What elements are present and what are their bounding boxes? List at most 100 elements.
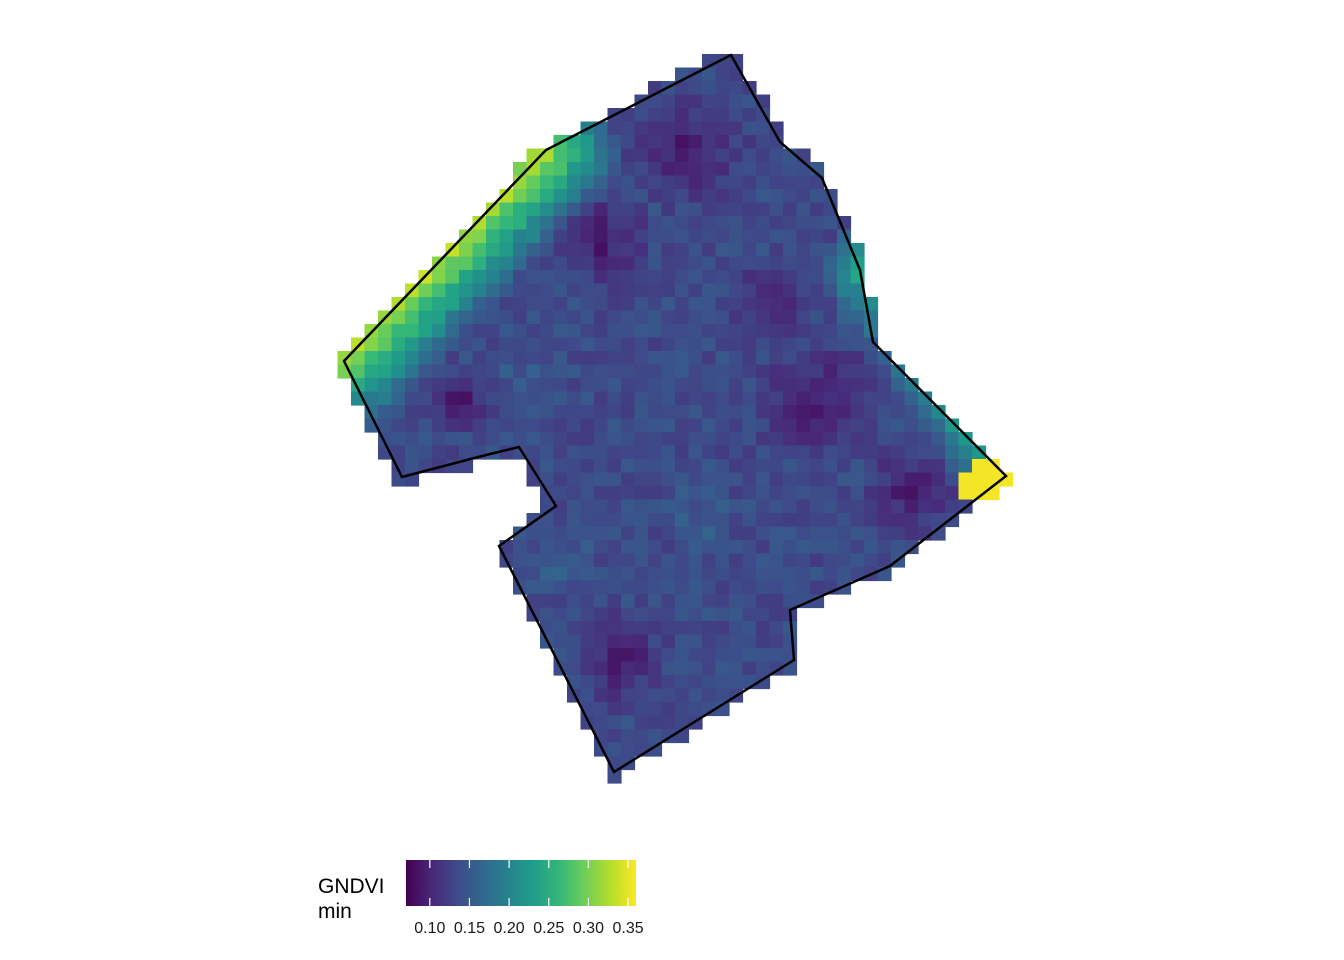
raster-cell (823, 324, 838, 339)
raster-cell (580, 364, 595, 379)
raster-cell (688, 459, 703, 474)
raster-cell (931, 445, 946, 460)
raster-cell (769, 567, 784, 582)
raster-cell (648, 418, 663, 433)
raster-cell (918, 418, 933, 433)
raster-cell (594, 594, 609, 609)
raster-cell (675, 135, 690, 150)
raster-cell (810, 418, 825, 433)
raster-cell (796, 175, 811, 190)
raster-cell (945, 432, 960, 447)
raster-cell (526, 378, 541, 393)
raster-cell (634, 283, 649, 298)
raster-cell (621, 553, 636, 568)
raster-cell (837, 391, 852, 406)
raster-cell (688, 432, 703, 447)
raster-cell (783, 499, 798, 514)
raster-cell (715, 364, 730, 379)
raster-cell (810, 297, 825, 312)
raster-cell (580, 229, 595, 244)
raster-cell (580, 216, 595, 231)
raster-cell (796, 324, 811, 339)
raster-cell (391, 351, 406, 366)
raster-cell (526, 243, 541, 258)
raster-cell (526, 432, 541, 447)
raster-cell (607, 594, 622, 609)
raster-cell (783, 270, 798, 285)
raster-cell (553, 283, 568, 298)
raster-cell (540, 567, 555, 582)
raster-cell (661, 459, 676, 474)
raster-cell (729, 229, 744, 244)
raster-cell (621, 256, 636, 271)
raster-cell (715, 337, 730, 352)
raster-cell (891, 391, 906, 406)
raster-cell (540, 256, 555, 271)
raster-cell (594, 675, 609, 690)
raster-cell (810, 378, 825, 393)
raster-cell (621, 121, 636, 136)
raster-cell (648, 607, 663, 622)
raster-cell (810, 229, 825, 244)
raster-cell (715, 148, 730, 163)
raster-cell (945, 459, 960, 474)
raster-cell (688, 256, 703, 271)
raster-cell (783, 229, 798, 244)
raster-cell (486, 310, 501, 325)
raster-cell (675, 648, 690, 663)
raster-cell (513, 256, 528, 271)
raster-cell (675, 472, 690, 487)
raster-cell (553, 364, 568, 379)
raster-cell (607, 486, 622, 501)
raster-cell (715, 486, 730, 501)
raster-cell (783, 540, 798, 555)
raster-cell (742, 432, 757, 447)
raster-cell (405, 445, 420, 460)
raster-cell (540, 540, 555, 555)
raster-cell (445, 324, 460, 339)
raster-cell (580, 432, 595, 447)
raster-cell (702, 337, 717, 352)
raster-cell (702, 675, 717, 690)
raster-cell (540, 162, 555, 177)
raster-cell (567, 405, 582, 420)
raster-cell (661, 297, 676, 312)
raster-cell (756, 432, 771, 447)
raster-cell (594, 459, 609, 474)
raster-cell (553, 418, 568, 433)
raster-cell (526, 189, 541, 204)
raster-cell (823, 337, 838, 352)
raster-cell (796, 202, 811, 217)
raster-cell (418, 418, 433, 433)
raster-cell (661, 715, 676, 730)
raster-cell (405, 324, 420, 339)
raster-cell (567, 418, 582, 433)
raster-cell (823, 378, 838, 393)
raster-cell (621, 108, 636, 123)
raster-cell (742, 337, 757, 352)
raster-cell (769, 459, 784, 474)
raster-cell (837, 540, 852, 555)
raster-cell (675, 108, 690, 123)
raster-cell (769, 553, 784, 568)
raster-cell (796, 418, 811, 433)
raster-cell (648, 526, 663, 541)
raster-cell (580, 540, 595, 555)
raster-cell (459, 459, 474, 474)
raster-cell (513, 283, 528, 298)
raster-cell (796, 580, 811, 595)
raster-cell (567, 526, 582, 541)
raster-cell (783, 310, 798, 325)
raster-cell (796, 256, 811, 271)
raster-cell (472, 243, 487, 258)
raster-cell (594, 324, 609, 339)
raster-cell (594, 229, 609, 244)
raster-cell (702, 108, 717, 123)
raster-cell (648, 270, 663, 285)
colorbar-tick-label: 0.15 (454, 920, 485, 937)
raster-cell (540, 607, 555, 622)
raster-cell (607, 202, 622, 217)
raster-cell (756, 175, 771, 190)
raster-cell (661, 486, 676, 501)
